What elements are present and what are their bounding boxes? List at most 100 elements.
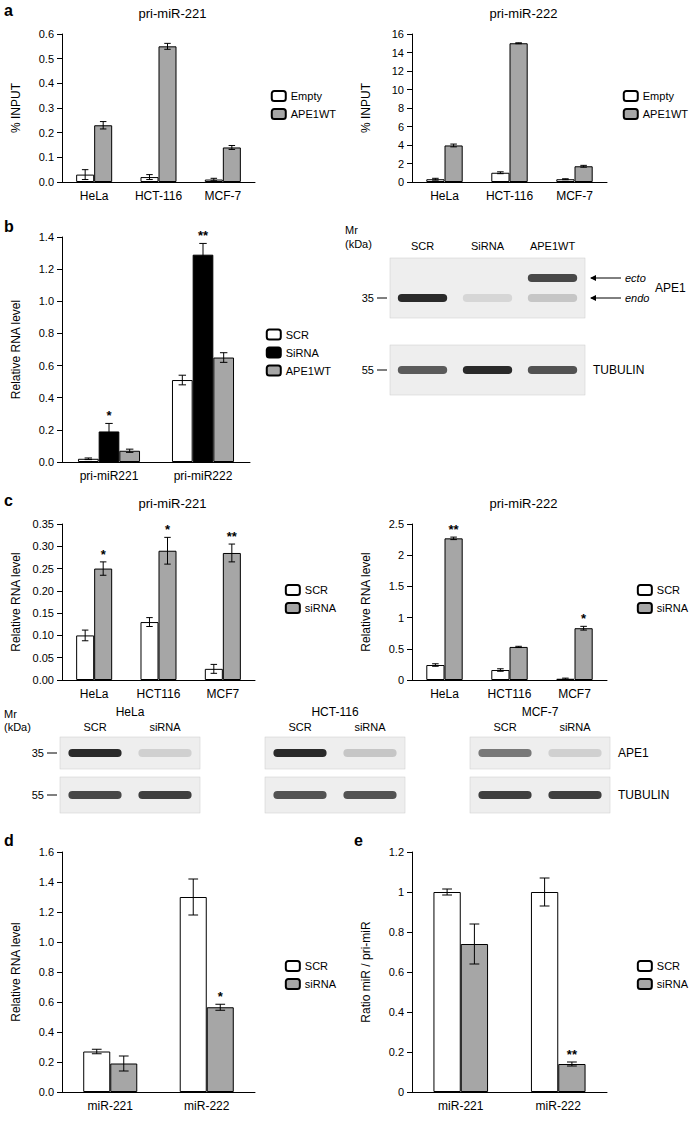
svg-text:8: 8 (398, 102, 404, 114)
svg-text:1: 1 (398, 886, 404, 898)
svg-text:Relative RNA level: Relative RNA level (9, 552, 23, 651)
svg-text:TUBULIN: TUBULIN (593, 363, 644, 377)
svg-text:APE1: APE1 (618, 746, 649, 760)
svg-text:0.8: 0.8 (39, 327, 54, 339)
svg-text:MCF-7: MCF-7 (204, 189, 241, 203)
svg-text:siRNA: siRNA (657, 602, 689, 614)
svg-text:MCF7: MCF7 (558, 687, 591, 701)
svg-text:miR-222: miR-222 (536, 1099, 582, 1113)
svg-text:pri-miR-222: pri-miR-222 (490, 6, 558, 21)
svg-text:1.2: 1.2 (389, 846, 404, 858)
svg-text:MCF-7: MCF-7 (556, 189, 593, 203)
svg-text:0.30: 0.30 (33, 540, 54, 552)
svg-text:4: 4 (398, 139, 404, 151)
svg-text:MCF-7: MCF-7 (522, 705, 559, 719)
svg-text:HeLa: HeLa (430, 189, 459, 203)
svg-text:SCR: SCR (286, 329, 309, 341)
svg-text:HCT116: HCT116 (488, 687, 532, 701)
svg-text:*: * (106, 408, 112, 423)
svg-text:0.5: 0.5 (389, 643, 404, 655)
svg-text:0.0: 0.0 (39, 176, 54, 188)
svg-text:1.4: 1.4 (39, 876, 54, 888)
svg-text:MCF7: MCF7 (206, 687, 239, 701)
svg-text:% INPUT: % INPUT (359, 82, 373, 133)
svg-text:*: * (165, 522, 171, 537)
svg-text:HeLa: HeLa (80, 687, 109, 701)
svg-text:d: d (4, 832, 14, 849)
svg-text:0.5: 0.5 (39, 53, 54, 65)
svg-text:SCR: SCR (411, 240, 434, 252)
svg-text:HCT116: HCT116 (137, 687, 181, 701)
svg-text:SCR: SCR (83, 721, 106, 733)
svg-text:16: 16 (392, 28, 404, 40)
svg-text:HeLa: HeLa (116, 705, 145, 719)
svg-text:Mr: Mr (4, 708, 17, 720)
svg-text:SiRNA: SiRNA (286, 347, 320, 359)
svg-text:1.5: 1.5 (389, 580, 404, 592)
svg-text:0.25: 0.25 (33, 563, 54, 575)
svg-text:0.4: 0.4 (389, 1006, 404, 1018)
svg-text:siRNA: siRNA (657, 978, 689, 990)
svg-text:0.10: 0.10 (33, 629, 54, 641)
svg-text:0: 0 (398, 1086, 404, 1098)
svg-text:% INPUT: % INPUT (9, 82, 23, 133)
svg-text:HeLa: HeLa (430, 687, 459, 701)
svg-text:10: 10 (392, 84, 404, 96)
svg-text:Empty: Empty (643, 90, 675, 102)
svg-text:Empty: Empty (291, 90, 323, 102)
svg-text:0.20: 0.20 (33, 585, 54, 597)
svg-text:0.0: 0.0 (39, 456, 54, 468)
svg-text:0: 0 (398, 176, 404, 188)
svg-text:0.4: 0.4 (39, 1026, 54, 1038)
svg-text:12: 12 (392, 65, 404, 77)
svg-text:a: a (4, 2, 13, 19)
svg-text:0.6: 0.6 (39, 28, 54, 40)
svg-text:SCR: SCR (657, 960, 680, 972)
svg-text:(kDa): (kDa) (345, 238, 372, 250)
svg-text:SCR: SCR (288, 721, 311, 733)
svg-text:siRNA: siRNA (149, 721, 181, 733)
svg-text:0.6: 0.6 (39, 360, 54, 372)
svg-text:0.8: 0.8 (389, 926, 404, 938)
svg-text:Ratio miR / pri-miR: Ratio miR / pri-miR (359, 921, 373, 1023)
svg-text:Relative RNA level: Relative RNA level (9, 922, 23, 1021)
svg-text:0.2: 0.2 (39, 127, 54, 139)
svg-text:APE1WT: APE1WT (291, 108, 337, 120)
svg-text:TUBULIN: TUBULIN (618, 788, 669, 802)
svg-text:55: 55 (32, 789, 44, 801)
svg-text:1.0: 1.0 (39, 295, 54, 307)
svg-text:pri-miR-221: pri-miR-221 (139, 6, 207, 21)
svg-text:HCT-116: HCT-116 (311, 705, 358, 719)
svg-text:0.2: 0.2 (39, 424, 54, 436)
svg-text:14: 14 (392, 47, 404, 59)
svg-text:35: 35 (362, 292, 374, 304)
svg-text:Relative RNA level: Relative RNA level (9, 300, 23, 399)
svg-text:*: * (101, 547, 107, 562)
svg-text:0.4: 0.4 (39, 77, 54, 89)
svg-text:0.15: 0.15 (33, 607, 54, 619)
svg-text:APE1WT: APE1WT (286, 365, 332, 377)
svg-text:miR-221: miR-221 (88, 1099, 134, 1113)
svg-text:siRNA: siRNA (305, 602, 337, 614)
svg-text:APE1: APE1 (655, 281, 686, 295)
svg-text:HCT-116: HCT-116 (135, 189, 182, 203)
svg-text:1.2: 1.2 (39, 263, 54, 275)
svg-text:0.6: 0.6 (389, 966, 404, 978)
svg-text:pri-miR-222: pri-miR-222 (490, 496, 558, 511)
svg-text:pri-miR-221: pri-miR-221 (139, 496, 207, 511)
svg-text:ecto: ecto (625, 272, 646, 284)
svg-text:0.6: 0.6 (39, 996, 54, 1008)
svg-text:HCT-116: HCT-116 (486, 189, 533, 203)
svg-text:2.5: 2.5 (389, 518, 404, 530)
svg-text:SCR: SCR (305, 960, 328, 972)
svg-text:**: ** (567, 1047, 578, 1062)
svg-text:miR-221: miR-221 (438, 1099, 484, 1113)
svg-text:1.6: 1.6 (39, 846, 54, 858)
svg-text:(kDa): (kDa) (4, 721, 31, 733)
svg-text:0.2: 0.2 (389, 1046, 404, 1058)
svg-text:0.2: 0.2 (39, 1056, 54, 1068)
svg-text:Mr: Mr (345, 224, 358, 236)
svg-text:HeLa: HeLa (80, 189, 109, 203)
svg-text:35: 35 (32, 747, 44, 759)
svg-text:2: 2 (398, 158, 404, 170)
